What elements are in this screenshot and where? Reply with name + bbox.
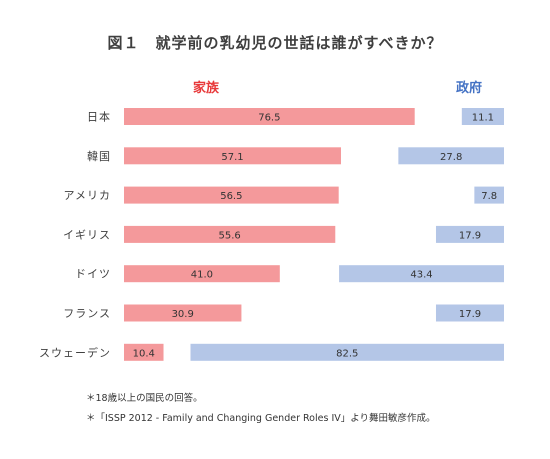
family-bar: [124, 147, 341, 165]
government-bar: [435, 304, 504, 322]
family-bar: [124, 304, 242, 322]
government-bar: [398, 147, 504, 165]
family-value-label: 30.9: [172, 309, 194, 320]
government-value-label: 82.5: [336, 348, 358, 359]
family-value-label: 41.0: [191, 270, 213, 281]
government-value-label: 27.8: [440, 152, 462, 163]
government-bar: [190, 343, 504, 361]
footnote-respondents: ＊18歳以上の国民の回答。: [86, 393, 203, 404]
government-value-label: 7.8: [481, 191, 497, 202]
family-bar: [124, 108, 415, 125]
category-label: スウェーデン: [39, 345, 111, 359]
family-value-label: 55.6: [219, 230, 241, 241]
category-label: フランス: [63, 307, 111, 320]
category-label: アメリカ: [64, 189, 111, 202]
government-value-label: 17.9: [459, 230, 481, 241]
family-value-label: 57.1: [221, 152, 243, 163]
government-value-label: 11.1: [472, 113, 494, 124]
government-bar: [461, 108, 504, 125]
government-value-label: 17.9: [459, 309, 481, 320]
series-header-government: 政府: [456, 81, 483, 96]
category-label: 韓国: [87, 150, 111, 163]
family-bar: [124, 225, 336, 243]
government-bar: [474, 186, 504, 204]
category-label: 日本: [87, 110, 111, 124]
series-header-family: 家族: [193, 81, 220, 96]
family-bar: [124, 343, 164, 361]
government-value-label: 43.4: [410, 270, 432, 281]
category-label: イギリス: [63, 228, 111, 241]
footnote-source: ＊「ISSP 2012 - Family and Changing Gender…: [86, 413, 436, 424]
family-value-label: 10.4: [133, 348, 155, 359]
family-value-label: 56.5: [220, 191, 242, 202]
category-label: ドイツ: [75, 268, 111, 281]
family-bar: [124, 265, 280, 283]
government-bar: [339, 265, 504, 283]
family-value-label: 76.5: [258, 113, 280, 124]
government-bar: [435, 225, 504, 243]
family-bar: [124, 186, 339, 204]
chart-title: 図１ 就学前の乳幼児の世話は誰がすべきか？: [107, 34, 443, 52]
